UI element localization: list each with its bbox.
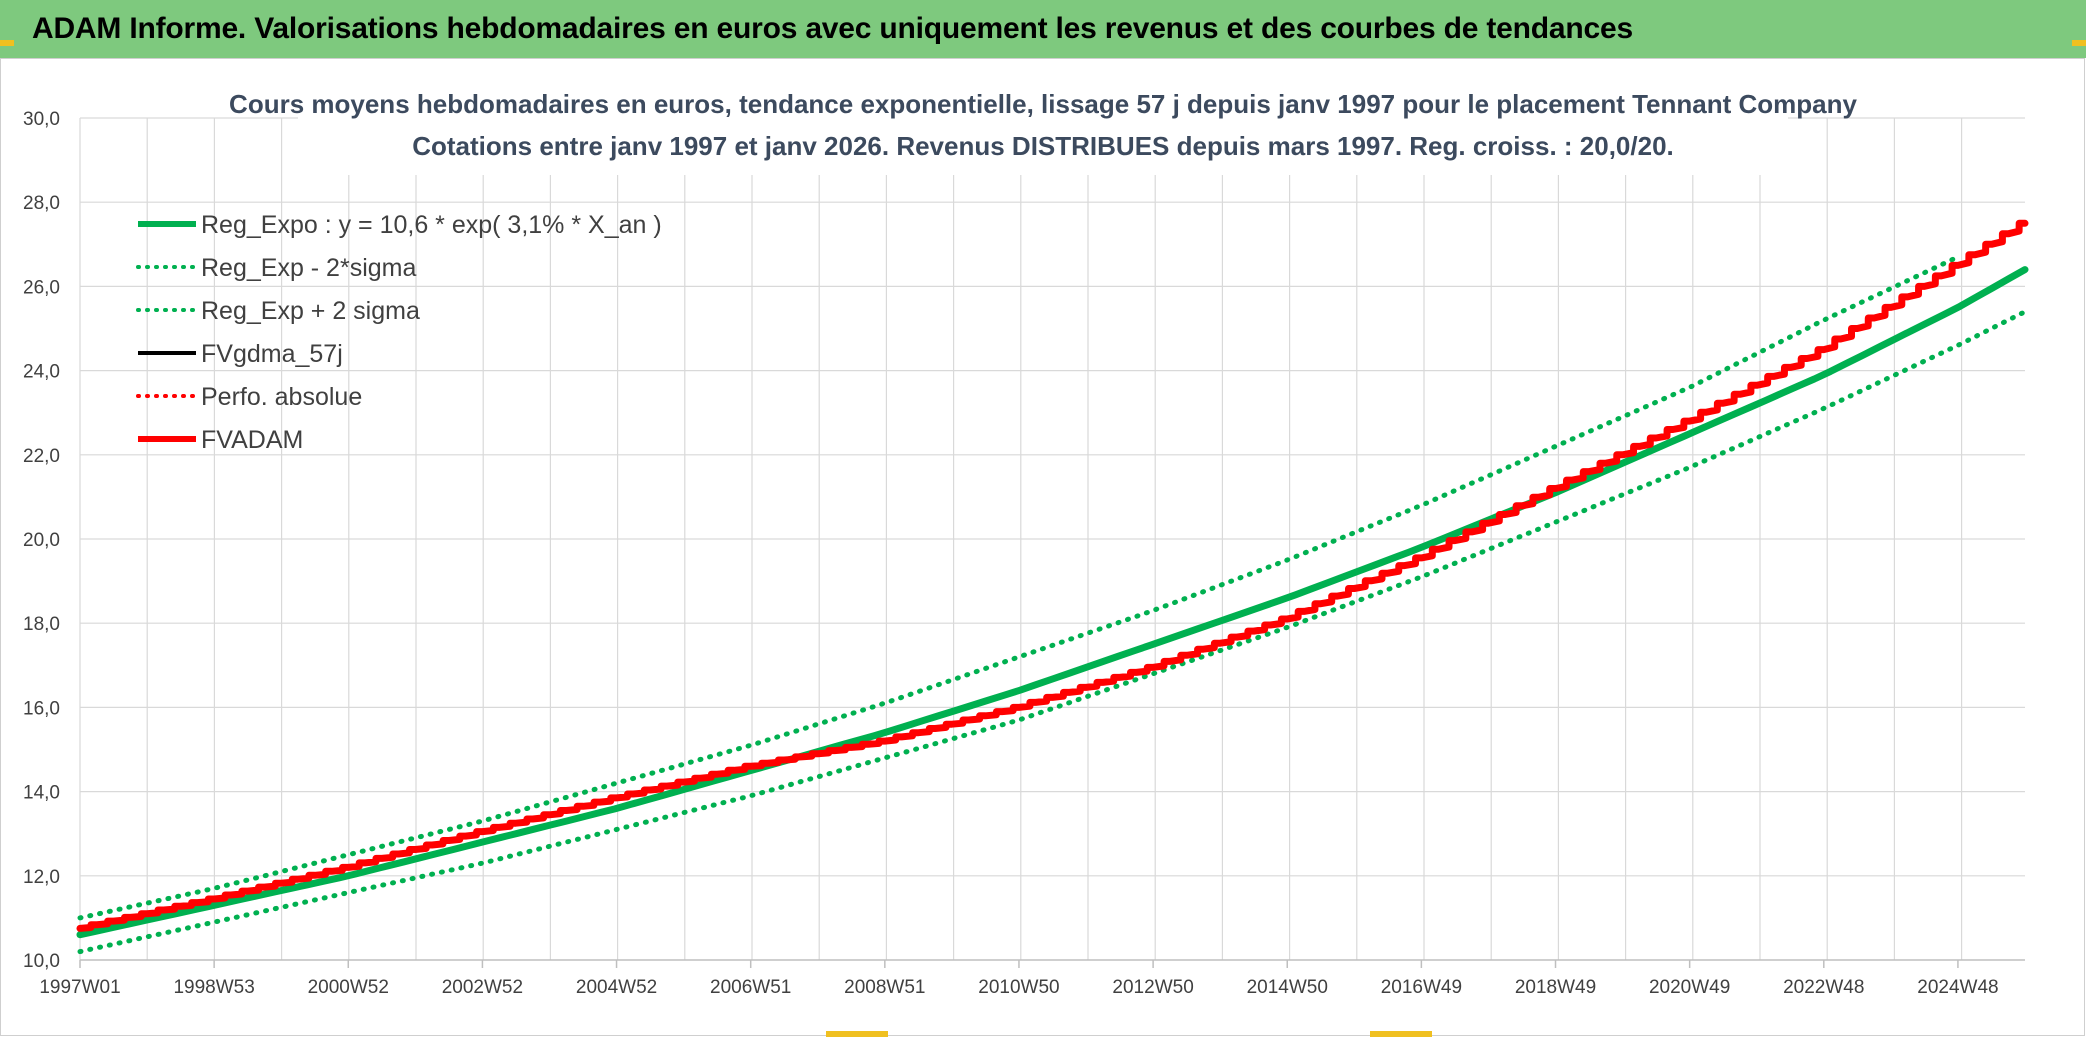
y-tick-label: 14,0 bbox=[23, 783, 60, 804]
x-tick-label: 2012W50 bbox=[1112, 977, 1193, 998]
x-tick-label: 2022W48 bbox=[1783, 977, 1864, 998]
x-tick-label: 2024W48 bbox=[1917, 977, 1998, 998]
x-tick-label: 2020W49 bbox=[1649, 977, 1730, 998]
x-tick-label: 1998W53 bbox=[173, 977, 254, 998]
x-tick-label: 2010W50 bbox=[978, 977, 1059, 998]
chart-frame bbox=[0, 58, 2085, 1036]
y-tick-label: 22,0 bbox=[23, 446, 60, 467]
data-series bbox=[76, 219, 2029, 955]
x-tick-label: 1997W01 bbox=[39, 977, 120, 998]
legend-label-4: Perfo. absolue bbox=[201, 383, 362, 411]
legend-label-1: Reg_Exp - 2*sigma bbox=[201, 254, 416, 282]
legend-label-5: FVADAM bbox=[201, 426, 303, 454]
chart-subtitle: Cotations entre janv 1997 et janv 2026. … bbox=[412, 131, 1674, 161]
x-tick-labels: 1997W01 1998W53 2000W52 2002W52 2004W52 2006W… bbox=[39, 960, 1999, 998]
series-line-1 bbox=[77, 309, 2028, 955]
bottom-marker-1 bbox=[826, 1031, 888, 1037]
y-tick-label: 26,0 bbox=[23, 277, 60, 298]
corner-marker-left bbox=[0, 40, 14, 46]
title-background bbox=[298, 85, 1788, 175]
legend-label-3: FVgdma_57j bbox=[201, 340, 343, 368]
y-tick-label: 28,0 bbox=[23, 193, 60, 214]
y-tick-label: 30,0 bbox=[23, 109, 60, 130]
bottom-marker-2 bbox=[1370, 1031, 1432, 1037]
series-line-2 bbox=[77, 254, 1961, 921]
grid-lines bbox=[79, 117, 2025, 960]
y-tick-labels: 10,0 12,0 14,0 16,0 18,0 20,0 22,0 24,0 26,0 28,0… bbox=[23, 109, 60, 972]
banner-title: ADAM Informe. Valorisations hebdomadaire… bbox=[32, 12, 1633, 45]
y-tick-label: 24,0 bbox=[23, 362, 60, 383]
x-tick-label: 2006W51 bbox=[710, 977, 791, 998]
y-tick-label: 20,0 bbox=[23, 530, 60, 551]
x-tick-label: 2000W52 bbox=[308, 977, 389, 998]
report-banner: ADAM Informe. Valorisations hebdomadaire… bbox=[0, 0, 2086, 58]
corner-marker-right bbox=[2072, 40, 2086, 46]
x-tick-label: 2018W49 bbox=[1515, 977, 1596, 998]
y-tick-label: 16,0 bbox=[23, 698, 60, 719]
series-line-0 bbox=[76, 266, 2029, 939]
x-tick-label: 2004W52 bbox=[576, 977, 657, 998]
x-tick-label: 2002W52 bbox=[442, 977, 523, 998]
legend-label-0: Reg_Expo : y = 10,6 * exp( 3,1% * X_an ) bbox=[201, 211, 662, 239]
legend: Reg_Expo : y = 10,6 * exp( 3,1% * X_an )… bbox=[136, 211, 662, 454]
x-tick-label: 2008W51 bbox=[844, 977, 925, 998]
chart-title: Cours moyens hebdomadaires en euros, ten… bbox=[229, 89, 1857, 119]
y-tick-label: 10,0 bbox=[23, 951, 60, 972]
y-tick-label: 18,0 bbox=[23, 614, 60, 635]
series-line-5 bbox=[76, 219, 2029, 932]
x-tick-label: 2014W50 bbox=[1247, 977, 1328, 998]
legend-label-2: Reg_Exp + 2 sigma bbox=[201, 297, 420, 325]
y-tick-label: 12,0 bbox=[23, 867, 60, 888]
x-tick-label: 2016W49 bbox=[1381, 977, 1462, 998]
